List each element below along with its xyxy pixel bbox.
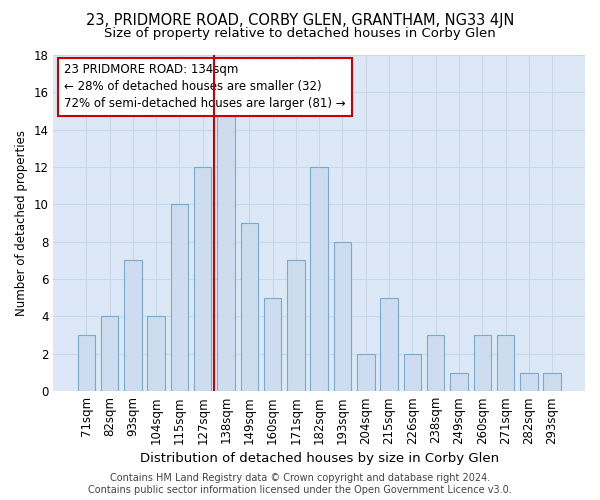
Text: Contains HM Land Registry data © Crown copyright and database right 2024.
Contai: Contains HM Land Registry data © Crown c…: [88, 474, 512, 495]
Bar: [124, 260, 142, 391]
Bar: [194, 167, 211, 391]
Bar: [404, 354, 421, 391]
Bar: [148, 316, 165, 391]
Bar: [287, 260, 305, 391]
Bar: [264, 298, 281, 391]
Bar: [357, 354, 374, 391]
Bar: [334, 242, 351, 391]
Bar: [520, 372, 538, 391]
Bar: [241, 223, 258, 391]
Y-axis label: Number of detached properties: Number of detached properties: [15, 130, 28, 316]
Bar: [380, 298, 398, 391]
Bar: [217, 111, 235, 391]
X-axis label: Distribution of detached houses by size in Corby Glen: Distribution of detached houses by size …: [140, 452, 499, 465]
Bar: [427, 335, 445, 391]
Bar: [171, 204, 188, 391]
Bar: [497, 335, 514, 391]
Bar: [101, 316, 118, 391]
Bar: [544, 372, 561, 391]
Bar: [310, 167, 328, 391]
Text: 23, PRIDMORE ROAD, CORBY GLEN, GRANTHAM, NG33 4JN: 23, PRIDMORE ROAD, CORBY GLEN, GRANTHAM,…: [86, 12, 514, 28]
Text: Size of property relative to detached houses in Corby Glen: Size of property relative to detached ho…: [104, 28, 496, 40]
Bar: [77, 335, 95, 391]
Text: 23 PRIDMORE ROAD: 134sqm
← 28% of detached houses are smaller (32)
72% of semi-d: 23 PRIDMORE ROAD: 134sqm ← 28% of detach…: [64, 64, 346, 110]
Bar: [450, 372, 467, 391]
Bar: [473, 335, 491, 391]
